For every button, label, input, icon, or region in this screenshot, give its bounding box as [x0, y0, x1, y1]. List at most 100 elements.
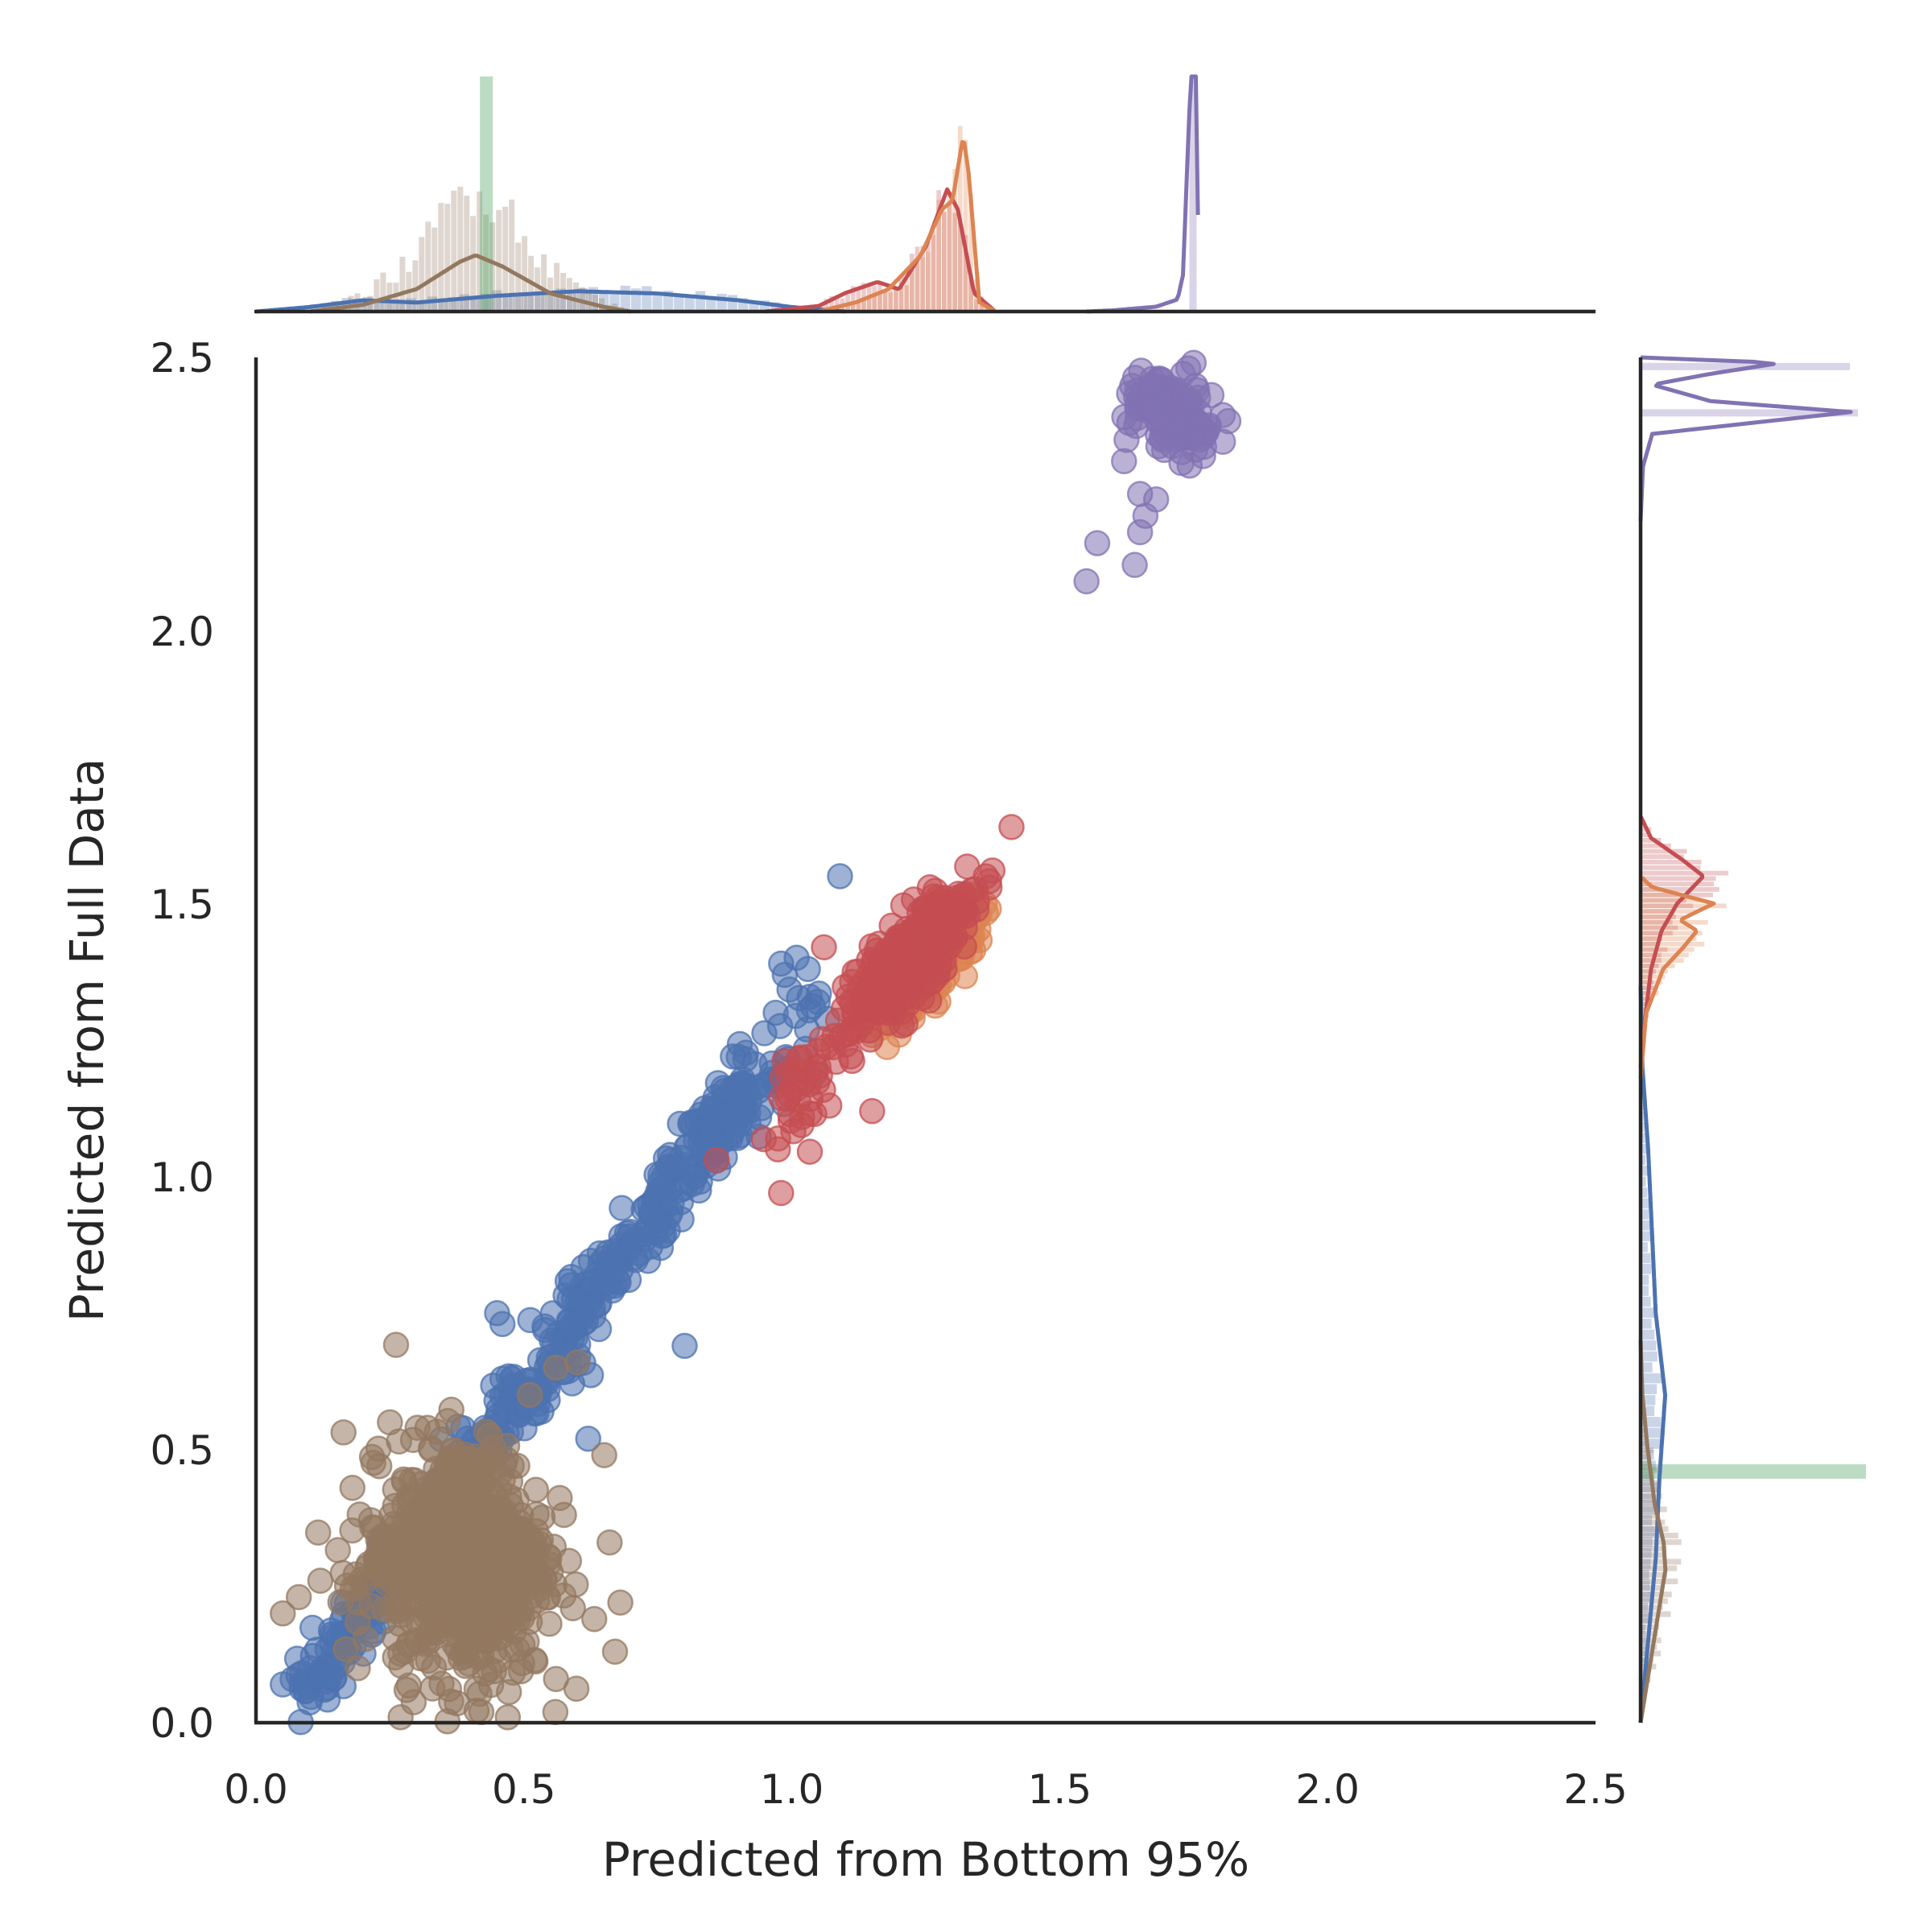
orange-marginal-y-bar	[1641, 909, 1699, 914]
brown-scatter-point	[377, 1409, 403, 1436]
brown-scatter-point	[607, 1589, 634, 1616]
brown-scatter-point	[516, 1381, 543, 1409]
red-scatter-point	[905, 943, 932, 971]
orange-marginal-x-kde	[818, 140, 996, 314]
red-marginal-y-bar	[1641, 925, 1678, 931]
red-marginal-x-bar	[888, 292, 894, 312]
y-tick-label: 0.5	[150, 1427, 214, 1474]
brown-scatter-point	[395, 1631, 422, 1658]
red-scatter-point	[807, 1062, 833, 1089]
brown-marginal-y-kde	[1638, 1340, 1668, 1724]
x-axis-label: Predicted from Bottom 95%	[602, 1832, 1249, 1887]
brown-marginal-x-bar	[470, 216, 477, 312]
brown-marginal-x-bar	[489, 222, 496, 312]
blue-marginal-y-bar	[1641, 1580, 1650, 1591]
blue-marginal-y-bar	[1641, 1133, 1645, 1143]
brown-scatter-point	[447, 1645, 474, 1671]
blue-scatter-point	[719, 1118, 746, 1145]
orange-marginal-x-bar	[861, 297, 866, 312]
brown-scatter-point	[473, 1550, 500, 1578]
blue-marginal-y-bar	[1641, 1340, 1657, 1351]
orange-marginal-y-bar	[1641, 914, 1685, 919]
brown-marginal-y-bar	[1641, 1637, 1662, 1644]
brown-scatter-point	[402, 1548, 430, 1575]
purple-scatter-point	[1111, 448, 1137, 475]
red-marginal-y-bar	[1641, 843, 1671, 848]
brown-scatter-point	[591, 1442, 617, 1468]
brown-scatter-point	[357, 1507, 384, 1534]
orange-marginal-y-bar	[1641, 968, 1668, 974]
brown-scatter-point	[384, 1598, 411, 1624]
brown-marginal-y-bar	[1641, 1486, 1661, 1492]
green-marginal-y-bar	[1641, 1463, 1866, 1479]
orange-marginal-y-bar	[1641, 936, 1697, 941]
blue-marginal-x-bar	[716, 294, 727, 312]
marginal-x-plot	[254, 74, 1596, 314]
scatter-points	[270, 349, 1242, 1736]
purple-scatter-point	[1084, 530, 1111, 556]
brown-marginal-y-bar	[1641, 1493, 1662, 1500]
brown-marginal-y-bar	[1641, 1532, 1678, 1538]
blue-marginal-y-bar	[1641, 1121, 1645, 1133]
red-scatter-point	[848, 1011, 875, 1038]
blue-marginal-y-bar	[1641, 1264, 1652, 1274]
blue-scatter-point	[741, 1051, 769, 1078]
blue-scatter-point	[622, 1247, 649, 1274]
orange-marginal-x-bar	[979, 305, 985, 312]
purple-scatter-point	[1176, 386, 1203, 414]
blue-scatter-point	[795, 956, 821, 983]
brown-scatter-point	[543, 1666, 569, 1692]
purple-scatter-point	[1116, 380, 1142, 407]
blue-marginal-x-bar	[684, 295, 695, 312]
blue-marginal-y-bar	[1641, 1504, 1657, 1515]
red-marginal-x-bar	[931, 231, 936, 312]
red-scatter-point	[774, 1059, 802, 1087]
red-scatter-point	[860, 972, 887, 999]
red-marginal-x-bar	[872, 286, 877, 312]
y-tick-label: 1.5	[150, 881, 214, 928]
brown-scatter-point	[460, 1586, 487, 1613]
brown-scatter-point	[418, 1436, 444, 1463]
brown-marginal-y-bar	[1641, 1460, 1650, 1467]
brown-scatter-point	[497, 1511, 523, 1538]
red-marginal-y-bar	[1641, 914, 1676, 919]
x-tick-label: 2.0	[1295, 1766, 1360, 1813]
blue-scatter-point	[643, 1161, 670, 1188]
brown-scatter-point	[496, 1595, 523, 1621]
red-marginal-x-bar	[936, 190, 941, 312]
blue-scatter-point	[745, 1078, 772, 1104]
brown-scatter-point	[522, 1476, 550, 1504]
brown-scatter-point	[358, 1443, 386, 1471]
blue-marginal-y-bar	[1641, 1351, 1657, 1362]
y-tick-labels: 0.0 0.5 1.0 1.5 2.0 2.5	[150, 335, 214, 1747]
blue-marginal-x-bar	[320, 303, 331, 312]
red-marginal-y-bar	[1641, 870, 1728, 876]
blue-scatter-point	[720, 1043, 746, 1070]
brown-marginal-x-bar	[425, 221, 431, 312]
orange-marginal-y-bar	[1641, 974, 1666, 980]
x-tick-label: 1.5	[1028, 1766, 1092, 1813]
blue-marginal-y-bar	[1641, 1143, 1648, 1154]
blue-marginal-y-bar	[1641, 1384, 1657, 1394]
red-marginal-x-bar	[952, 213, 957, 312]
brown-scatter-point	[519, 1538, 546, 1566]
brown-marginal-x-bar	[554, 262, 560, 312]
blue-scatter-point	[745, 1104, 773, 1130]
blue-scatter-point	[321, 1664, 348, 1691]
red-marginal-y-bar	[1641, 881, 1715, 887]
purple-scatter-point	[1158, 433, 1186, 460]
red-marginal-y-bar	[1641, 958, 1662, 963]
brown-scatter-point	[436, 1518, 464, 1546]
red-marginal-y-bar	[1641, 936, 1662, 941]
blue-marginal-y-bar	[1641, 1624, 1645, 1635]
blue-marginal-y-bar	[1641, 1242, 1648, 1253]
orange-marginal-x-bar	[952, 169, 957, 312]
blue-marginal-x-bar	[674, 295, 684, 312]
brown-marginal-y-bar	[1641, 1500, 1656, 1506]
brown-scatter-point	[420, 1654, 448, 1681]
red-marginal-y-bar	[1641, 903, 1694, 909]
blue-marginal-y-bar	[1641, 1602, 1649, 1613]
red-marginal-x-bar	[850, 286, 856, 312]
brown-scatter-point	[531, 1567, 558, 1594]
